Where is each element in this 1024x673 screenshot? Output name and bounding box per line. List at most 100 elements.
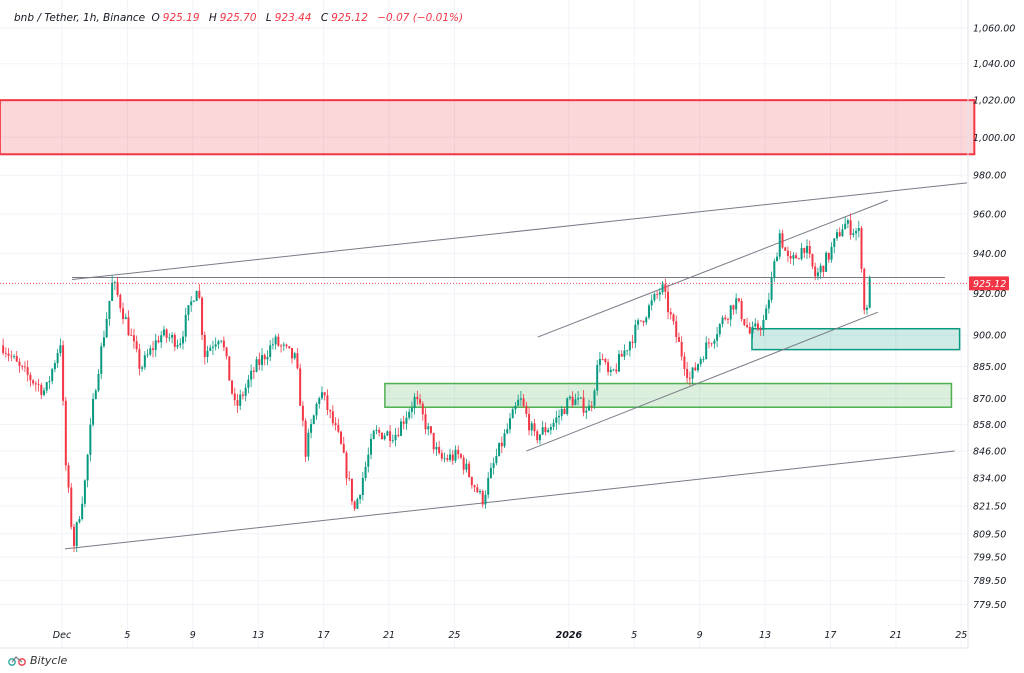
candle	[571, 396, 574, 406]
symbol-legend: bnb / Tether, 1h, Binance O 925.19 H 925.7…	[14, 12, 466, 24]
candle	[37, 384, 40, 386]
candle	[132, 335, 135, 342]
candle	[604, 359, 607, 363]
candle	[269, 345, 272, 358]
price-tick-label: 1,000.00	[973, 133, 1015, 144]
candle	[609, 369, 612, 373]
candle	[664, 284, 667, 292]
candle	[598, 358, 601, 366]
candle	[626, 350, 629, 352]
candle	[75, 522, 78, 547]
candle	[530, 423, 533, 431]
candle	[579, 397, 582, 399]
candle	[620, 354, 623, 357]
candle	[383, 435, 386, 440]
candle	[492, 463, 495, 468]
candle	[454, 449, 457, 461]
candle	[364, 466, 367, 478]
candle	[342, 443, 345, 453]
candle	[353, 501, 356, 509]
candle	[803, 247, 806, 253]
candle	[108, 300, 111, 319]
high-value: 925.70	[219, 12, 257, 24]
candle	[495, 455, 498, 464]
candle	[806, 246, 809, 253]
candle	[250, 370, 253, 380]
price-tick-label: 1,040.00	[973, 59, 1015, 70]
candle	[612, 369, 615, 371]
candle	[326, 395, 329, 411]
candle	[416, 396, 419, 400]
candle	[43, 390, 46, 395]
candle	[397, 434, 400, 436]
candle	[15, 356, 18, 362]
candle	[718, 324, 721, 335]
candle	[868, 278, 871, 308]
candle	[661, 284, 664, 293]
candle	[429, 426, 432, 433]
price-tick-label: 1,060.00	[973, 24, 1015, 35]
candle	[320, 392, 323, 399]
candle	[78, 519, 81, 523]
candle	[470, 476, 473, 486]
candle	[776, 256, 779, 262]
candle	[786, 250, 789, 257]
candle	[143, 355, 146, 368]
candle	[697, 364, 700, 371]
candle	[211, 346, 214, 348]
candle	[410, 408, 413, 412]
candle	[266, 357, 269, 360]
candle	[511, 409, 514, 419]
candle	[814, 266, 817, 277]
candle	[707, 342, 710, 344]
candle	[816, 272, 819, 277]
candle	[239, 394, 242, 406]
time-tick-label: 5	[631, 630, 637, 641]
symbol-title: bnb / Tether, 1h, Binance	[14, 12, 146, 24]
grid	[0, 0, 968, 648]
price-axis[interactable]: 1,060.00 1,040.00 1,020.00 1,000.00 980.00 96…	[973, 24, 1015, 612]
candle	[399, 421, 402, 436]
candle	[650, 300, 653, 306]
candle	[173, 334, 176, 347]
candle	[558, 415, 561, 418]
price-tick-label: 821.50	[973, 502, 1006, 513]
candle	[4, 352, 7, 354]
candle	[312, 415, 315, 425]
candles	[2, 213, 871, 553]
candle	[462, 457, 465, 470]
candle	[721, 317, 724, 325]
candle	[26, 367, 29, 375]
candle	[288, 346, 291, 349]
candle	[563, 409, 566, 415]
candle	[647, 305, 650, 318]
candle	[48, 381, 51, 383]
last-price-line: 925.12	[0, 276, 1009, 291]
candle	[198, 290, 201, 298]
candle	[220, 340, 223, 342]
trendlines	[64, 182, 968, 550]
candle	[590, 405, 593, 407]
candle	[669, 312, 672, 315]
candle	[408, 411, 411, 418]
candle	[476, 487, 479, 493]
time-tick-label: 17	[318, 630, 330, 641]
candle	[765, 308, 768, 320]
candle	[865, 307, 868, 310]
price-tick-label: 920.00	[973, 289, 1006, 300]
candle	[642, 320, 645, 323]
candle	[699, 359, 702, 365]
price-tick-label: 1,020.00	[973, 96, 1015, 107]
candle	[247, 379, 250, 388]
candle	[350, 478, 353, 502]
candle	[301, 405, 304, 421]
candle	[838, 232, 841, 237]
candle	[149, 348, 152, 355]
candle	[547, 429, 550, 433]
candle	[596, 365, 599, 391]
candle	[70, 487, 73, 527]
brand-logo: Bitycle	[8, 654, 67, 667]
time-axis[interactable]: Dec 5 9 13 17 21 25 2026 5 9 13 17 21 25	[53, 630, 967, 641]
candle	[773, 261, 776, 278]
